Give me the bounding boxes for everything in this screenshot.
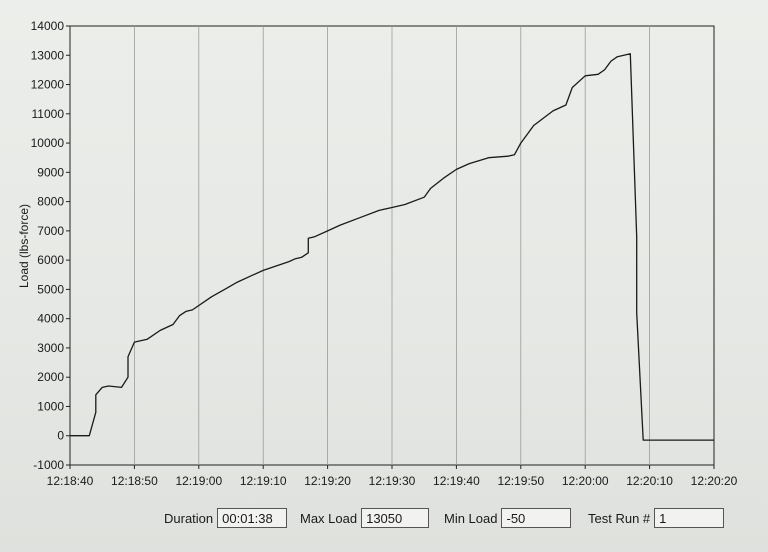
y-tick-label: 8000 <box>37 195 64 209</box>
x-tick-label: 12:19:20 <box>304 474 351 488</box>
y-tick-label: 10000 <box>31 136 65 150</box>
y-tick-label: 0 <box>57 429 64 443</box>
y-tick-label: 7000 <box>37 224 64 238</box>
series-layer <box>70 53 714 441</box>
gridlines <box>133 26 650 465</box>
x-tick-label: 12:18:50 <box>111 474 158 488</box>
y-axis: 1400013000120001100010000900080007000600… <box>31 19 70 472</box>
max-load-value[interactable]: 13050 <box>361 508 430 528</box>
test-run-value[interactable]: 1 <box>654 508 725 528</box>
y-tick-label: 4000 <box>37 312 64 326</box>
x-tick-label: 12:19:10 <box>240 474 287 488</box>
x-tick-label: 12:20:10 <box>626 474 673 488</box>
max-load-field: Max Load 13050 <box>300 507 430 529</box>
min-load-value[interactable]: -50 <box>501 508 572 528</box>
y-tick-label: 1000 <box>37 399 64 413</box>
x-tick-label: 12:20:20 <box>691 474 738 488</box>
max-load-label: Max Load <box>300 510 358 526</box>
y-tick-label: 11000 <box>32 107 65 121</box>
y-tick-label: 14000 <box>31 19 65 33</box>
duration-field: Duration 00:01:38 <box>164 507 288 529</box>
y-tick-label: -1000 <box>33 458 64 472</box>
x-tick-label: 12:19:30 <box>369 474 416 488</box>
x-axis: 12:18:40 12:18:50 12:19:00 12:19:10 12:19:20… <box>47 465 738 488</box>
y-tick-label: 9000 <box>37 165 64 179</box>
y-tick-label: 6000 <box>37 253 64 267</box>
min-load-label: Min Load <box>444 510 498 526</box>
x-tick-label: 12:18:40 <box>47 474 94 488</box>
y-tick-label: 3000 <box>37 341 64 355</box>
test-run-field: Test Run # 1 <box>588 507 725 529</box>
test-run-label: Test Run # <box>588 510 651 526</box>
min-load-field: Min Load -50 <box>444 507 572 529</box>
y-axis-label: Load (lbs-force) <box>17 204 31 288</box>
x-tick-label: 12:20:00 <box>562 474 609 488</box>
load-series-line <box>70 53 714 441</box>
y-tick-label: 13000 <box>31 48 65 62</box>
x-tick-label: 12:19:40 <box>433 474 480 488</box>
duration-label: Duration <box>164 510 214 526</box>
duration-value[interactable]: 00:01:38 <box>217 508 288 528</box>
y-tick-label: 12000 <box>31 78 65 92</box>
x-tick-label: 12:19:00 <box>175 474 222 488</box>
y-tick-label: 2000 <box>37 370 64 384</box>
y-tick-label: 5000 <box>37 282 64 296</box>
x-tick-label: 12:19:50 <box>497 474 544 488</box>
